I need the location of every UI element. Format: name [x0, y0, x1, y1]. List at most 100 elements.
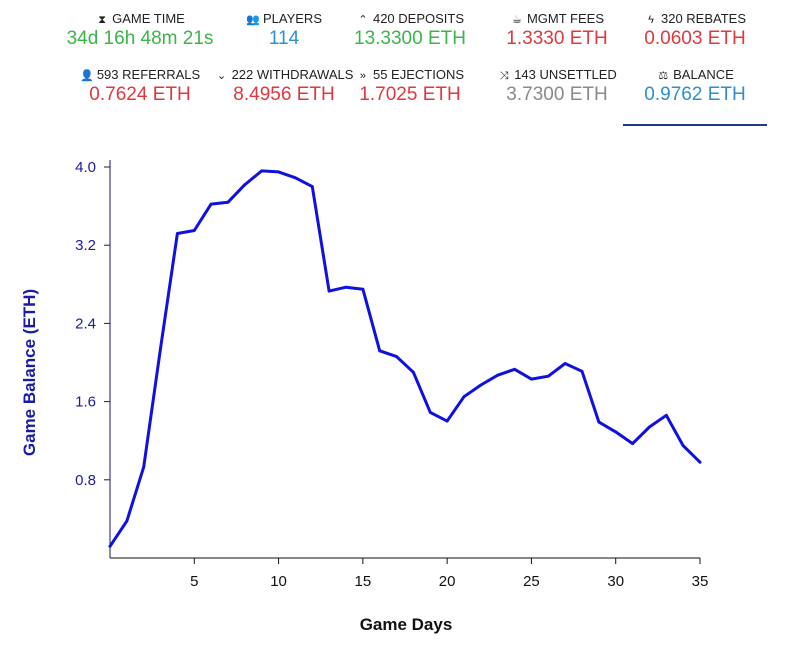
stat-referrals-label-row: 👤 593 REFERRALS — [60, 67, 220, 83]
data-point — [108, 544, 112, 548]
data-point — [378, 349, 382, 353]
x-tick-label: 20 — [439, 573, 456, 590]
data-point — [546, 374, 550, 378]
chevron-up-icon: ⌃ — [358, 14, 368, 26]
stat-game-time: ⧗ GAME TIME 34d 16h 48m 21s — [60, 11, 220, 51]
stat-rebates-label: 320 REBATES — [660, 11, 747, 26]
data-point — [361, 287, 365, 291]
stat-deposits-label: 420 DEPOSITS — [372, 11, 465, 26]
user-plus-icon: 👤 — [79, 70, 94, 82]
stat-balance-label: BALANCE — [673, 67, 734, 82]
y-tick-label: 2.4 — [75, 315, 96, 332]
data-point — [395, 355, 398, 359]
data-point — [563, 362, 567, 365]
stat-withdrawals: ⌄ 222 WITHDRAWALS 8.4956 ETH — [204, 67, 364, 107]
stats-panel: ⧗ GAME TIME 34d 16h 48m 21s 👥 PLAYERS 114 ⌃ 420… — [0, 0, 800, 126]
data-point — [513, 367, 516, 371]
data-point — [412, 370, 415, 374]
data-point — [580, 369, 584, 373]
users-icon: 👥 — [246, 14, 260, 26]
coffee-icon: ☕ — [512, 14, 522, 26]
y-tick-label: 0.8 — [75, 472, 96, 489]
y-tick-label: 1.6 — [75, 394, 96, 411]
stat-players-label-row: 👥 PLAYERS — [204, 11, 364, 27]
data-point — [597, 420, 601, 424]
stat-deposits-label-row: ⌃ 420 DEPOSITS — [330, 11, 490, 27]
stat-game-time-label: GAME TIME — [112, 11, 185, 26]
data-point — [445, 419, 449, 423]
stat-referrals-value: 0.7624 ETH — [89, 84, 191, 105]
x-tick-label: 35 — [692, 573, 709, 590]
data-point — [614, 430, 618, 434]
x-tick-label: 30 — [607, 573, 624, 590]
data-point — [125, 519, 129, 523]
stat-balance-label-row: ⚖ BALANCE — [615, 67, 775, 83]
x-tick-label: 25 — [523, 573, 540, 590]
stat-unsettled-value: 3.7300 ETH — [506, 84, 608, 105]
stat-deposits: ⌃ 420 DEPOSITS 13.3300 ETH — [330, 11, 490, 51]
stat-rebates: ϟ 320 REBATES 0.0603 ETH — [615, 11, 775, 51]
data-point — [462, 395, 466, 399]
shuffle-icon: ⤨ — [499, 70, 509, 82]
stat-game-time-value: 34d 16h 48m 21s — [66, 28, 214, 49]
stat-players-label: PLAYERS — [262, 11, 322, 26]
stat-balance-value: 0.9762 ETH — [644, 84, 746, 105]
data-point — [226, 200, 230, 204]
y-tick-label: 3.2 — [75, 237, 96, 254]
data-point — [428, 410, 432, 414]
stat-rebates-label-row: ϟ 320 REBATES — [615, 11, 775, 27]
data-point — [631, 442, 634, 446]
stat-ejections-label: 55 EJECTIONS — [372, 67, 465, 82]
stat-ejections-value: 1.7025 ETH — [359, 84, 461, 105]
stat-withdrawals-label-row: ⌄ 222 WITHDRAWALS — [204, 67, 364, 83]
data-point — [496, 373, 500, 377]
stat-unsettled-label: 143 UNSETTLED — [514, 67, 617, 82]
stat-mgmt-fees: ☕ MGMT FEES 1.3330 ETH — [477, 11, 637, 51]
stat-ejections: » 55 EJECTIONS 1.7025 ETH — [330, 67, 490, 107]
data-point — [479, 383, 483, 387]
stat-players-value: 114 — [268, 28, 300, 49]
balance-series-line — [108, 169, 702, 548]
stat-mgmt-fees-label: MGMT FEES — [526, 11, 605, 26]
data-point — [142, 465, 146, 469]
y-axis-label: Game Balance (ETH) — [20, 289, 39, 456]
balance-scale-icon: ⚖ — [658, 70, 669, 82]
data-point — [681, 444, 685, 447]
bolt-icon: ϟ — [648, 14, 654, 26]
stat-balance[interactable]: ⚖ BALANCE 0.9762 ETH — [615, 67, 775, 126]
stat-mgmt-fees-value: 1.3330 ETH — [506, 28, 608, 49]
stat-referrals-label: 593 REFERRALS — [96, 67, 201, 82]
stat-mgmt-fees-label-row: ☕ MGMT FEES — [477, 11, 637, 27]
data-point — [277, 170, 280, 174]
stat-game-time-label-row: ⧗ GAME TIME — [60, 11, 220, 27]
stat-referrals: 👤 593 REFERRALS 0.7624 ETH — [60, 67, 220, 107]
hourglass-icon: ⧗ — [98, 14, 106, 26]
data-point — [243, 183, 247, 186]
stat-unsettled: ⤨ 143 UNSETTLED 3.7300 ETH — [477, 67, 637, 107]
x-tick-label: 10 — [270, 573, 287, 590]
stat-players: 👥 PLAYERS 114 — [204, 11, 364, 51]
data-point — [294, 176, 297, 180]
data-point — [530, 377, 533, 381]
data-point — [176, 232, 179, 235]
active-tab-underline — [623, 124, 767, 126]
stat-deposits-value: 13.3300 ETH — [354, 28, 466, 49]
balance-chart: 0.8 1.6 2.4 3.2 4.0 5 10 15 20 25 30 35 Game Days Gam… — [20, 159, 709, 634]
x-tick-label: 15 — [355, 573, 372, 590]
stat-unsettled-label-row: ⤨ 143 UNSETTLED — [477, 67, 637, 83]
stat-ejections-label-row: » 55 EJECTIONS — [330, 67, 490, 83]
data-point — [209, 202, 213, 206]
data-point — [159, 346, 162, 350]
y-tick-label: 4.0 — [75, 159, 96, 176]
stat-withdrawals-value: 8.4956 ETH — [233, 84, 335, 105]
data-point — [344, 285, 348, 289]
x-axis-label: Game Days — [360, 615, 453, 634]
data-point — [648, 425, 651, 429]
stat-rebates-value: 0.0603 ETH — [644, 28, 746, 49]
data-point — [327, 289, 331, 293]
double-chevron-down-icon: » — [359, 70, 367, 82]
data-point — [260, 169, 264, 173]
x-tick-label: 5 — [190, 573, 198, 590]
stats-row-1: ⧗ GAME TIME 34d 16h 48m 21s 👥 PLAYERS 114 ⌃ 420… — [0, 0, 800, 57]
stats-row-2: 👤 593 REFERRALS 0.7624 ETH ⌄ 222 WITHDRAWALS… — [0, 57, 800, 126]
